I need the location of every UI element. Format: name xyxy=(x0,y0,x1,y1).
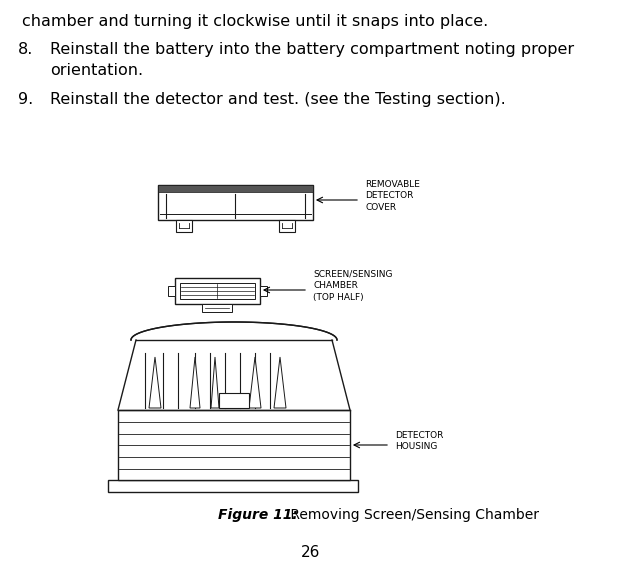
Polygon shape xyxy=(274,357,286,408)
Bar xyxy=(158,185,313,220)
Text: orientation.: orientation. xyxy=(50,63,143,78)
Polygon shape xyxy=(249,357,261,408)
Polygon shape xyxy=(190,357,200,408)
Bar xyxy=(108,480,358,492)
Bar xyxy=(175,278,260,304)
Text: 9.: 9. xyxy=(18,92,33,107)
Text: chamber and turning it clockwise until it snaps into place.: chamber and turning it clockwise until i… xyxy=(22,14,488,29)
Bar xyxy=(158,185,313,192)
Text: SCREEN/SENSING
CHAMBER
(TOP HALF): SCREEN/SENSING CHAMBER (TOP HALF) xyxy=(313,270,392,302)
Bar xyxy=(118,410,350,480)
Bar xyxy=(176,220,192,232)
Text: 26: 26 xyxy=(301,545,321,560)
Bar xyxy=(219,393,249,408)
Text: Removing Screen/Sensing Chamber: Removing Screen/Sensing Chamber xyxy=(286,508,539,522)
Bar xyxy=(279,220,295,232)
Bar xyxy=(180,283,255,299)
Text: Figure 11:: Figure 11: xyxy=(218,508,298,522)
Polygon shape xyxy=(149,357,161,408)
Text: DETECTOR
HOUSING: DETECTOR HOUSING xyxy=(395,430,443,451)
Polygon shape xyxy=(211,357,219,408)
Text: Reinstall the detector and test. (see the Testing section).: Reinstall the detector and test. (see th… xyxy=(50,92,506,107)
Polygon shape xyxy=(131,322,337,340)
Bar xyxy=(260,286,267,296)
Bar xyxy=(202,304,232,312)
Text: REMOVABLE
DETECTOR
COVER: REMOVABLE DETECTOR COVER xyxy=(365,180,420,212)
Bar xyxy=(168,286,175,296)
Text: Reinstall the battery into the battery compartment noting proper: Reinstall the battery into the battery c… xyxy=(50,42,574,57)
Text: 8.: 8. xyxy=(18,42,34,57)
